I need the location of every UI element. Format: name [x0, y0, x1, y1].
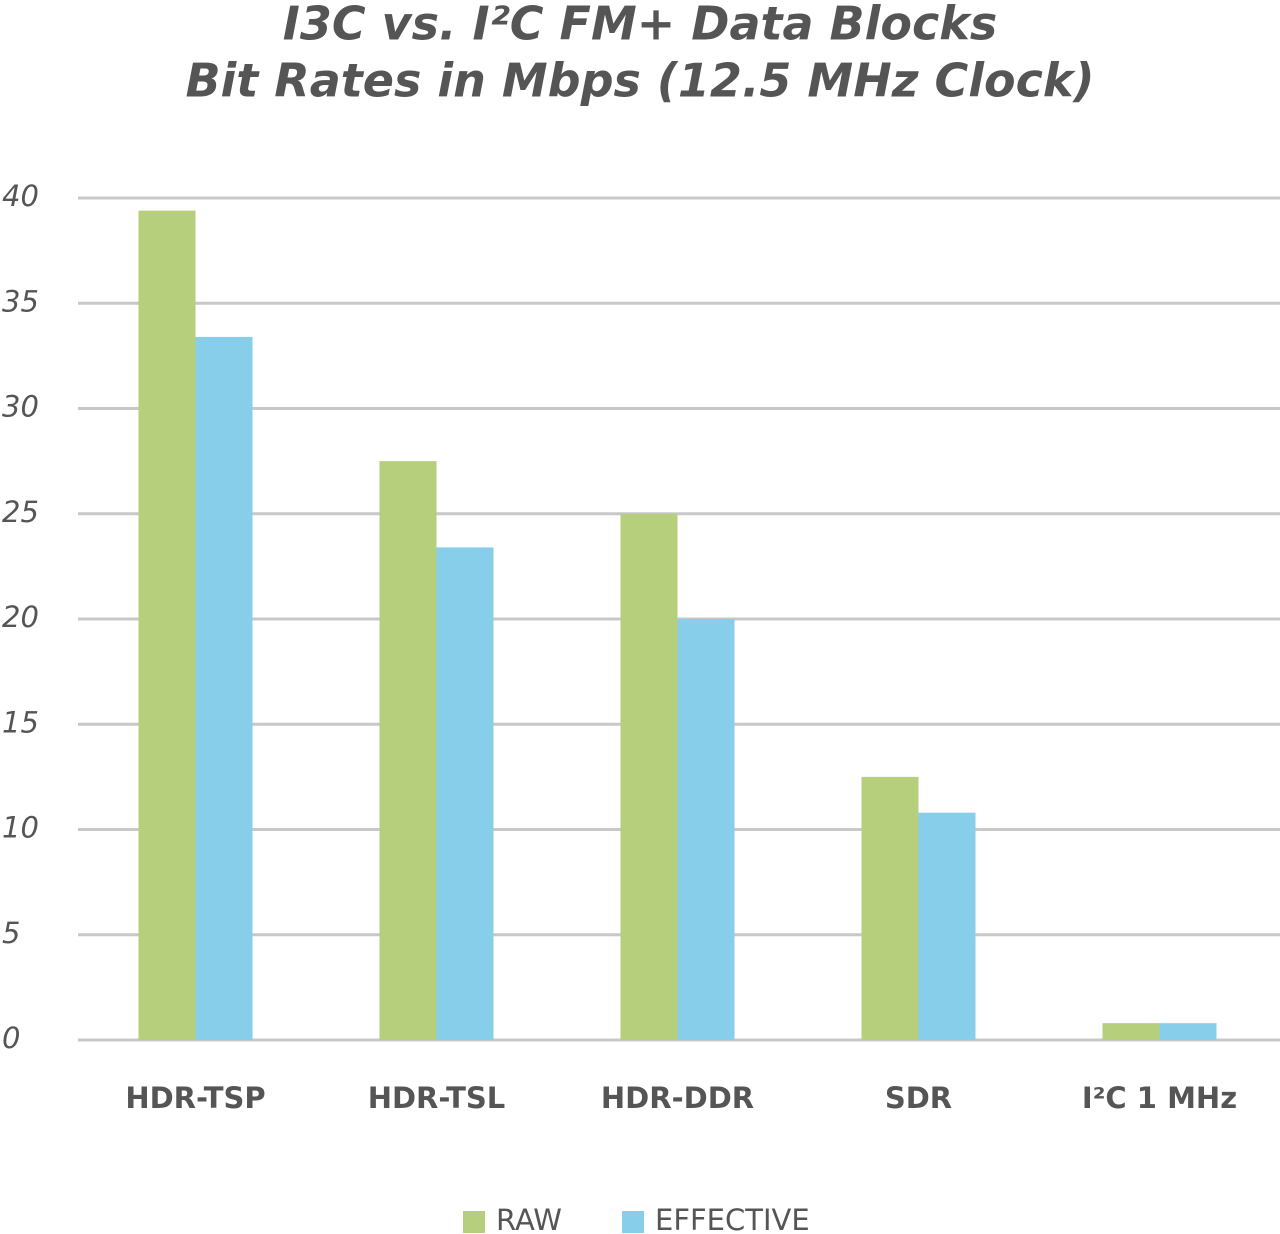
legend-label: EFFECTIVE	[655, 1203, 810, 1234]
y-tick-label: 0	[2, 1021, 20, 1055]
y-tick-label: 40	[2, 179, 39, 213]
bar	[436, 547, 494, 1040]
legend-swatch	[622, 1211, 644, 1233]
chart-title: I3C vs. I²C FM+ Data Blocks	[283, 0, 997, 51]
bar	[620, 513, 678, 1040]
bar	[1102, 1023, 1160, 1040]
x-tick-label: I²C 1 MHz	[1082, 1081, 1237, 1115]
y-tick-label: 20	[2, 600, 39, 634]
chart-title: Bit Rates in Mbps (12.5 MHz Clock)	[185, 54, 1094, 108]
x-tick-label: HDR-DDR	[601, 1081, 754, 1115]
bar	[195, 336, 253, 1040]
bar	[138, 210, 196, 1040]
y-tick-label: 10	[2, 811, 39, 845]
y-tick-label: 5	[2, 916, 20, 950]
bar	[379, 461, 437, 1040]
bar	[1159, 1023, 1217, 1040]
y-tick-label: 25	[2, 495, 39, 529]
y-tick-label: 35	[2, 284, 39, 318]
bar	[861, 776, 919, 1040]
legend-label: RAW	[496, 1203, 562, 1234]
y-tick-label: 30	[2, 390, 39, 424]
x-tick-label: HDR-TSP	[125, 1081, 265, 1115]
x-tick-label: HDR-TSL	[368, 1081, 506, 1115]
bar	[677, 619, 735, 1040]
legend-swatch	[463, 1211, 485, 1233]
x-tick-label: SDR	[885, 1081, 952, 1115]
y-tick-label: 15	[2, 705, 39, 739]
bar	[918, 812, 976, 1040]
